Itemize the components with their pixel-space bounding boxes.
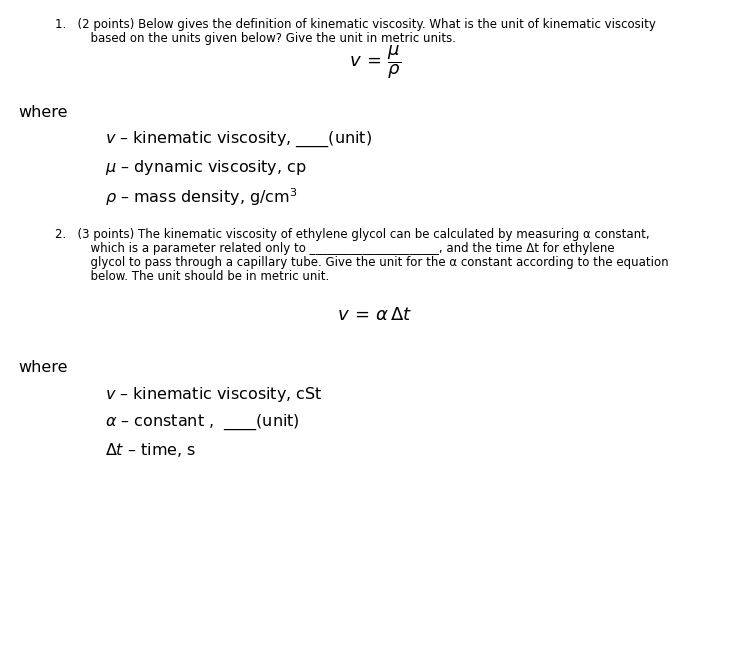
Text: $v\, =\, \dfrac{\mu}{\rho}$: $v\, =\, \dfrac{\mu}{\rho}$ (349, 43, 401, 81)
Text: which is a parameter related only to ______________________, and the time Δt for: which is a parameter related only to ___… (68, 242, 615, 255)
Text: where: where (18, 105, 68, 120)
Text: $\mu$ – dynamic viscosity, cp: $\mu$ – dynamic viscosity, cp (105, 158, 307, 177)
Text: based on the units given below? Give the unit in metric units.: based on the units given below? Give the… (68, 32, 456, 45)
Text: below. The unit should be in metric unit.: below. The unit should be in metric unit… (68, 270, 329, 283)
Text: where: where (18, 360, 68, 375)
Text: $v\, =\, \alpha \, \Delta t$: $v\, =\, \alpha \, \Delta t$ (338, 306, 412, 324)
Text: 2.   (3 points) The kinematic viscosity of ethylene glycol can be calculated by : 2. (3 points) The kinematic viscosity of… (55, 228, 650, 241)
Text: $\rho$ – mass density, g/cm$^3$: $\rho$ – mass density, g/cm$^3$ (105, 186, 298, 208)
Text: glycol to pass through a capillary tube. Give the unit for the α constant accord: glycol to pass through a capillary tube.… (68, 256, 669, 269)
Text: $\alpha$ – constant ,  ____(unit): $\alpha$ – constant , ____(unit) (105, 413, 300, 432)
Text: $v$ – kinematic viscosity, ____(unit): $v$ – kinematic viscosity, ____(unit) (105, 130, 372, 150)
Text: 1.   (2 points) Below gives the definition of kinematic viscosity. What is the u: 1. (2 points) Below gives the definition… (55, 18, 656, 31)
Text: $\Delta t$ – time, s: $\Delta t$ – time, s (105, 441, 196, 459)
Text: $v$ – kinematic viscosity, cSt: $v$ – kinematic viscosity, cSt (105, 385, 322, 404)
